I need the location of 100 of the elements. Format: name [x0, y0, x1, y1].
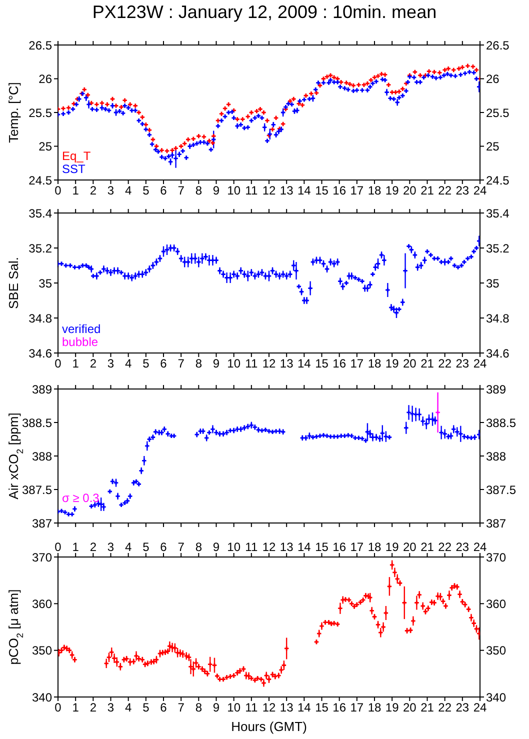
y-tick-label: 25.5: [28, 106, 52, 120]
x2-tick-label: 15: [315, 700, 329, 715]
x-tick-label: 21: [420, 356, 434, 371]
x2-tick-label: 13: [280, 700, 294, 715]
x-tick-label: 16: [332, 540, 346, 554]
y-tick-label: 340: [32, 690, 52, 704]
x2-tick-label: 18: [368, 700, 382, 715]
y-tick-label: 26: [38, 72, 52, 86]
y-tick-label: 34.6: [28, 346, 52, 360]
x-tick-label: 22: [438, 184, 452, 198]
x-tick-label: 17: [350, 356, 364, 371]
y-tick-label: 24.5: [28, 173, 52, 188]
x-tick-label: 0: [54, 184, 62, 198]
x-tick-label: 14: [297, 184, 312, 198]
x2-tick-label: 10: [227, 700, 241, 715]
x-tick-label: 10: [227, 184, 241, 198]
x-tick-label: 3: [107, 356, 114, 371]
x-tick-label: 23: [456, 184, 470, 198]
y-tick-label: 25: [38, 140, 52, 154]
x-tick-label: 2: [90, 184, 97, 198]
x-tick-label: 4: [124, 184, 132, 198]
y-tick-label: 35: [38, 276, 52, 290]
x-tick-label: 17: [350, 540, 364, 554]
x-tick-label: 8: [195, 356, 202, 371]
x-tick-label: 16: [332, 184, 346, 198]
x-tick-label: 15: [315, 540, 329, 554]
x-tick-label: 24: [473, 184, 487, 198]
text: Eq_T: [62, 149, 91, 163]
y2-tick-label: 387: [486, 516, 506, 530]
x2-tick-label: 21: [420, 700, 434, 715]
x2-tick-label: 6: [160, 700, 168, 715]
x-tick-label: 14: [297, 356, 312, 371]
x-tick-label: 9: [212, 540, 220, 554]
y2-tick-label: 25: [486, 140, 500, 154]
x-tick-label: 0: [54, 540, 62, 554]
text: σ ≥ 0.3: [62, 491, 100, 505]
x-tick-label: 5: [142, 184, 150, 198]
x-tick-label: 13: [280, 540, 294, 554]
x2-tick-label: 17: [350, 700, 364, 715]
x-tick-label: 22: [438, 540, 452, 554]
x-tick-label: 17: [350, 184, 364, 198]
x-tick-label: 1: [72, 184, 80, 198]
x2-tick-label: 1: [72, 700, 80, 715]
y2-tick-label: 360: [486, 596, 506, 611]
x2-tick-label: 19: [385, 700, 400, 715]
y2-tick-label: 350: [486, 644, 506, 658]
y2-tick-label: 35: [486, 276, 500, 290]
text: verified: [62, 322, 101, 336]
x-tick-label: 4: [124, 540, 132, 554]
x-tick-label: 6: [160, 356, 168, 371]
y2-tick-label: 26.5: [486, 38, 510, 52]
x-tick-label: 23: [456, 356, 470, 371]
x2-tick-label: 7: [178, 700, 185, 715]
x-tick-label: 15: [315, 184, 329, 198]
x-tick-label: 8: [195, 540, 202, 554]
y-tick-label: 387.5: [22, 482, 52, 497]
x-tick-label: 18: [368, 356, 382, 371]
y-tick-label: 26.5: [28, 38, 52, 52]
x2-tick-label: 24: [473, 700, 487, 715]
y2-tick-label: 24.5: [486, 173, 510, 188]
x-tick-label: 11: [245, 184, 258, 198]
x2-tick-label: 8: [195, 700, 202, 715]
x-tick-label: 12: [262, 184, 276, 198]
y2-tick-label: 34.8: [486, 311, 510, 326]
x-tick-label: 11: [245, 540, 258, 554]
x-tick-label: 21: [420, 184, 434, 198]
x-tick-label: 6: [160, 540, 168, 554]
x-tick-label: 24: [473, 540, 487, 554]
x-tick-label: 24: [473, 356, 487, 371]
y2-tick-label: 387.5: [486, 482, 516, 497]
x2-tick-label: 16: [332, 700, 346, 715]
x-tick-label: 15: [315, 356, 329, 371]
x-tick-label: 2: [90, 540, 97, 554]
x-tick-label: 13: [280, 184, 294, 198]
x-tick-label: 7: [178, 356, 185, 371]
y-tick-label: 360: [32, 596, 52, 611]
x-tick-label: 19: [385, 356, 400, 371]
x-tick-label: 21: [420, 540, 434, 554]
x-tick-label: 16: [332, 356, 346, 371]
x-tick-label: 10: [227, 540, 241, 554]
x2-tick-label: 0: [54, 700, 62, 715]
x-tick-label: 2: [90, 356, 97, 371]
y2-tick-label: 340: [486, 690, 506, 704]
y-tick-label: 350: [32, 644, 52, 658]
x-tick-label: 3: [107, 540, 114, 554]
x-tick-label: 18: [368, 540, 382, 554]
y-tick-label: 35.2: [28, 241, 52, 256]
x-tick-label: 20: [402, 540, 417, 554]
y2-tick-label: 370: [486, 550, 506, 564]
x-tick-label: 19: [385, 540, 400, 554]
x-tick-label: 18: [368, 184, 382, 198]
x-tick-label: 7: [178, 184, 185, 198]
x-tick-label: 5: [142, 540, 150, 554]
x-tick-label: 0: [54, 356, 62, 371]
y2-tick-label: 25.5: [486, 106, 510, 120]
y-tick-label: 389: [32, 382, 52, 396]
y-tick-label: 387: [32, 516, 52, 530]
x-tick-label: 11: [245, 356, 258, 371]
y-tick-label: 388: [32, 449, 52, 464]
x-tick-label: 3: [107, 184, 114, 198]
